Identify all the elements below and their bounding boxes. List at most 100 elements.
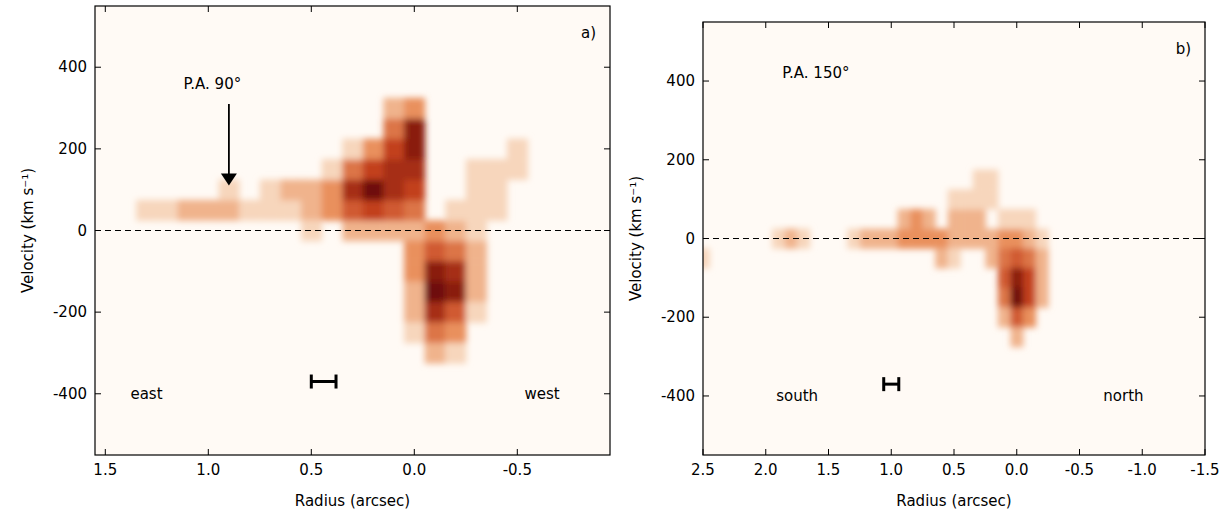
cell [1023,209,1036,229]
x-tick [1142,449,1143,455]
cell [177,200,198,221]
scale-bar [311,375,336,389]
scale-bar-cap [335,375,338,389]
cell [973,189,986,209]
y-tick-label: -400 [661,387,695,405]
cell [960,209,973,229]
cell [445,322,466,343]
cell [1023,288,1036,308]
cell [425,322,446,343]
plot-background [703,22,1205,455]
x-tick [1205,449,1206,455]
y-tick [95,312,101,313]
cell [973,170,986,190]
cell [486,179,507,200]
scale-bar-cap [897,377,900,391]
y-tick [703,317,709,318]
cell [445,241,466,262]
x-tick-label: 0.5 [299,461,323,479]
cell [260,179,281,200]
y-tick-right [1199,395,1205,396]
cell [342,159,363,180]
y-tick-label: 0 [685,230,695,248]
cell [445,261,466,282]
x-tick-top [1142,22,1143,28]
y-tick-label: 200 [666,151,695,169]
cell [404,139,425,160]
cell [383,200,404,221]
y-tick [95,67,101,68]
y-tick-label: 400 [58,58,87,76]
x-tick-top [891,22,892,28]
x-tick-label: 0.5 [942,461,966,479]
figure: 1.51.00.50.0-0.5-400-2000200400Radius (a… [0,0,1225,517]
cell [948,248,961,268]
x-tick-label: -1.5 [1190,461,1219,479]
x-tick-top [1205,22,1206,28]
cell [1023,268,1036,288]
y-tick-right [604,230,610,231]
cell [425,282,446,303]
cell [466,282,487,303]
x-tick [954,449,955,455]
x-tick [517,449,518,455]
panel: 1.51.00.50.0-0.5-400-2000200400Radius (a… [19,6,610,510]
y-tick [95,393,101,394]
zero-line [95,230,610,231]
x-tick [414,449,415,455]
cell [1036,248,1049,268]
y-tick-right [604,148,610,149]
cell [404,98,425,119]
cells-clip [95,98,610,364]
annotation: north [1103,387,1143,405]
cell [466,179,487,200]
x-tick [1016,449,1017,455]
x-tick-top [105,6,106,12]
annotation: west [524,385,559,403]
cell [923,209,936,229]
y-tick-label: 400 [666,72,695,90]
cell [1010,307,1023,327]
cell [404,200,425,221]
cell [383,139,404,160]
cell [260,200,281,221]
x-tick-top [765,22,766,28]
annotation: P.A. 150° [782,64,849,82]
y-tick-right [1199,81,1205,82]
frame [95,6,610,455]
cells [703,170,1049,348]
plot-background [95,6,610,455]
cell [466,302,487,323]
y-tick-right [1199,159,1205,160]
cell [445,343,466,364]
cell [1010,248,1023,268]
cell [342,139,363,160]
cell [466,241,487,262]
x-tick-label: 0.0 [1005,461,1029,479]
x-tick-label: 1.0 [879,461,903,479]
cell [301,200,322,221]
cell [973,209,986,229]
cell [383,118,404,139]
x-tick-label: -1.0 [1128,461,1157,479]
x-tick-label: 2.0 [754,461,778,479]
cell [404,282,425,303]
x-tick-top [414,6,415,12]
cell [322,159,343,180]
cell [486,159,507,180]
cell [703,248,710,268]
cell [404,159,425,180]
cell [239,200,260,221]
cell [507,139,528,160]
annotation: east [130,385,162,403]
x-tick-label: 1.5 [817,461,841,479]
cell [1036,288,1049,308]
scale-bar-cap [310,375,313,389]
cell [948,209,961,229]
x-tick-label: 2.5 [691,461,715,479]
x-tick-top [703,22,704,28]
cell [948,189,961,209]
cell [445,282,466,303]
cell [445,302,466,323]
cell [985,189,998,209]
